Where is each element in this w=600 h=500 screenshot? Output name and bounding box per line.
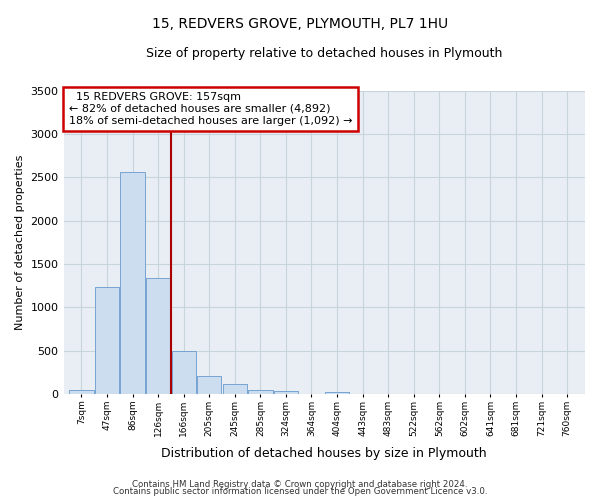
Bar — [325, 392, 349, 394]
Bar — [146, 278, 170, 394]
Text: 15 REDVERS GROVE: 157sqm  
← 82% of detached houses are smaller (4,892)
18% of s: 15 REDVERS GROVE: 157sqm ← 82% of detach… — [69, 92, 352, 126]
Title: Size of property relative to detached houses in Plymouth: Size of property relative to detached ho… — [146, 48, 502, 60]
Text: Contains public sector information licensed under the Open Government Licence v3: Contains public sector information licen… — [113, 487, 487, 496]
Bar — [197, 376, 221, 394]
Bar — [95, 288, 119, 394]
Text: 15, REDVERS GROVE, PLYMOUTH, PL7 1HU: 15, REDVERS GROVE, PLYMOUTH, PL7 1HU — [152, 18, 448, 32]
Bar — [248, 390, 272, 394]
Text: Contains HM Land Registry data © Crown copyright and database right 2024.: Contains HM Land Registry data © Crown c… — [132, 480, 468, 489]
Y-axis label: Number of detached properties: Number of detached properties — [15, 154, 25, 330]
Bar — [121, 172, 145, 394]
Bar — [223, 384, 247, 394]
X-axis label: Distribution of detached houses by size in Plymouth: Distribution of detached houses by size … — [161, 447, 487, 460]
Bar — [69, 390, 94, 394]
Bar — [274, 392, 298, 394]
Bar — [172, 350, 196, 394]
